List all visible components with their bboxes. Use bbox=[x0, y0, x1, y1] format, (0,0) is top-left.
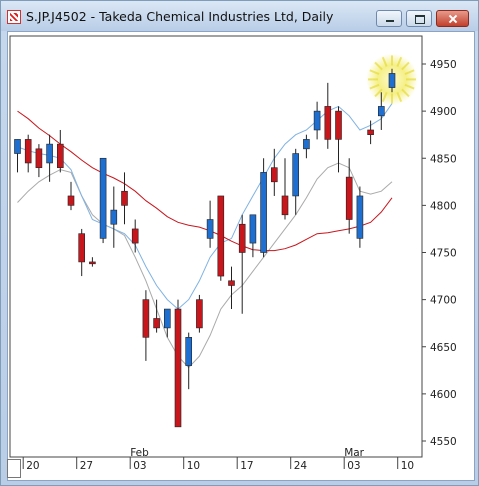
candle-down bbox=[228, 280, 235, 286]
month-label: Mar bbox=[344, 447, 364, 459]
candle-up bbox=[99, 157, 107, 239]
candle-up bbox=[388, 73, 396, 88]
glow-ray bbox=[381, 56, 388, 67]
candle-up bbox=[313, 110, 321, 131]
window-title: S.JP.J4502 - Takeda Chemical Industries … bbox=[26, 9, 334, 24]
glow-ray bbox=[404, 83, 415, 90]
y-tick-label: 4750 bbox=[430, 248, 457, 260]
glow-ray bbox=[404, 69, 415, 75]
minimize-button[interactable] bbox=[376, 10, 402, 27]
x-tick-label: 03 bbox=[347, 460, 360, 472]
candle-up bbox=[377, 106, 385, 117]
candle-down bbox=[35, 148, 43, 168]
candle-up bbox=[249, 214, 257, 244]
candle-down bbox=[238, 223, 246, 253]
y-tick-label: 4950 bbox=[430, 59, 457, 71]
candle-down bbox=[217, 195, 225, 277]
y-tick-label: 4800 bbox=[430, 200, 457, 212]
candle-up bbox=[260, 172, 267, 253]
y-tick-label: 4600 bbox=[430, 389, 457, 401]
app-icon[interactable] bbox=[7, 10, 21, 24]
candle-down bbox=[174, 308, 182, 428]
month-label: Feb bbox=[130, 447, 149, 459]
y-tick-label: 4900 bbox=[430, 106, 457, 118]
y-tick-label: 4650 bbox=[430, 342, 457, 354]
candle-up bbox=[164, 308, 171, 329]
scroll-corner-box[interactable] bbox=[7, 459, 21, 478]
x-tick-label: 27 bbox=[80, 460, 93, 472]
candle-up bbox=[185, 337, 192, 366]
x-tick-label: 03 bbox=[133, 460, 146, 472]
candle-down bbox=[153, 318, 160, 329]
x-tick-label: 24 bbox=[294, 460, 308, 472]
candle-down bbox=[196, 299, 203, 329]
y-tick-label: 4700 bbox=[430, 295, 457, 307]
close-button[interactable] bbox=[436, 10, 469, 27]
candle-up bbox=[46, 143, 53, 164]
glow-ray bbox=[369, 83, 380, 90]
candle-down bbox=[324, 106, 332, 140]
candle-down bbox=[367, 129, 374, 135]
y-tick-label: 4550 bbox=[430, 436, 457, 448]
x-tick-label: 10 bbox=[401, 460, 414, 472]
candle-down bbox=[67, 195, 75, 206]
candle-up bbox=[356, 195, 364, 239]
price-chart[interactable]: 4950 4900 4850 4800 4750 4700 4650 4600 4550 20 27… bbox=[8, 32, 474, 480]
y-tick-label: 4850 bbox=[430, 153, 457, 165]
glow-ray bbox=[374, 61, 383, 71]
candle-down bbox=[281, 195, 289, 216]
x-tick-label: 17 bbox=[240, 460, 253, 472]
candle-down bbox=[89, 261, 96, 265]
maximize-button[interactable] bbox=[406, 10, 432, 27]
candle-down bbox=[78, 233, 85, 263]
candle-up bbox=[292, 153, 300, 197]
candle-down bbox=[121, 190, 128, 206]
glow-ray bbox=[369, 69, 380, 75]
candle-down bbox=[24, 139, 32, 164]
chart-area[interactable]: 4950 4900 4850 4800 4750 4700 4650 4600 4550 20 27… bbox=[7, 31, 475, 481]
candle-down bbox=[142, 299, 150, 338]
x-tick-label: 20 bbox=[26, 460, 39, 472]
candle-down bbox=[335, 110, 342, 140]
candle-up bbox=[110, 209, 118, 225]
glow-ray bbox=[374, 88, 383, 98]
moving-average-slow bbox=[17, 110, 393, 252]
candle-down bbox=[345, 176, 353, 220]
title-bar[interactable]: S.JP.J4502 - Takeda Chemical Industries … bbox=[1, 1, 478, 31]
glow-ray bbox=[401, 61, 410, 71]
candle-down bbox=[56, 143, 64, 168]
candle-down bbox=[131, 228, 139, 244]
glow-ray bbox=[401, 88, 410, 98]
candle-up bbox=[303, 139, 310, 150]
glow-ray bbox=[396, 91, 403, 102]
glow-ray bbox=[381, 91, 388, 102]
candle-down bbox=[270, 167, 278, 183]
glow-ray bbox=[396, 56, 403, 67]
candle-up bbox=[206, 219, 214, 239]
x-tick-label: 10 bbox=[187, 460, 200, 472]
candle-up bbox=[14, 139, 21, 154]
